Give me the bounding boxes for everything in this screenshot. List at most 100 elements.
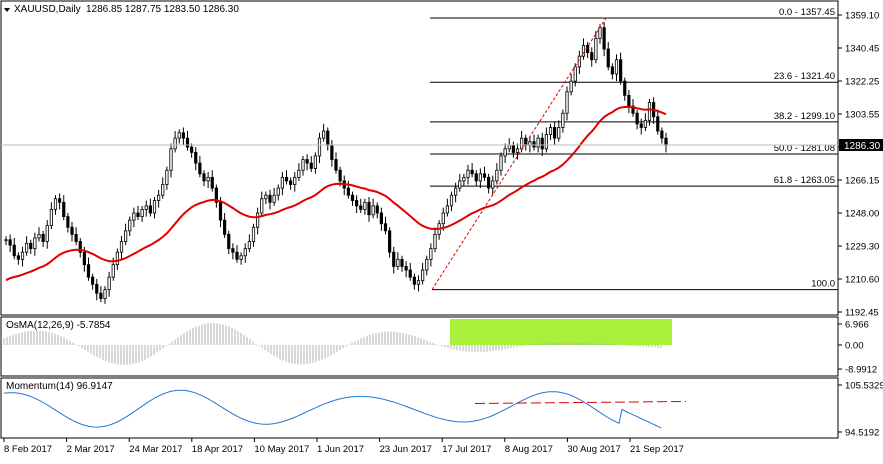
candle-body <box>264 194 268 200</box>
candle-body <box>635 112 639 125</box>
candle-body <box>606 48 610 68</box>
candle-body <box>507 144 511 150</box>
momentum-resistance-line[interactable] <box>474 400 687 404</box>
candle-body <box>78 241 82 253</box>
candle-body <box>619 59 623 82</box>
candle-body <box>136 212 140 217</box>
osma-axis-label: 0.00 <box>845 341 864 352</box>
candle-body <box>565 91 569 114</box>
candle-body <box>276 187 280 196</box>
candle-body <box>540 137 544 150</box>
candle-body <box>297 169 301 178</box>
time-axis-label: 2 Mar 2017 <box>67 444 115 455</box>
candle-body <box>445 205 449 214</box>
candle-body <box>12 244 16 257</box>
candle-body <box>511 144 515 153</box>
candle-body <box>515 148 520 153</box>
candle-body <box>396 258 400 267</box>
price-axis-label: 1303.55 <box>845 110 879 121</box>
candle-body <box>66 216 70 228</box>
candle-body <box>388 230 392 253</box>
fib-level-label: 50.0 - 1281.08 <box>774 143 835 154</box>
candle-body <box>408 269 412 278</box>
candle-body <box>458 180 462 189</box>
candle-body <box>223 219 227 235</box>
time-axis-label: 1 Jun 2017 <box>317 444 364 455</box>
candle-body <box>441 212 445 225</box>
time-axis-label: 8 Aug 2017 <box>505 444 553 455</box>
candle-body <box>301 159 305 171</box>
candle-body <box>569 80 573 93</box>
candle-body <box>586 45 590 54</box>
candle-body <box>74 233 78 242</box>
candle-body <box>70 226 74 235</box>
price-candles <box>4 22 668 304</box>
candle-body <box>128 219 132 232</box>
candle-body <box>400 258 404 267</box>
candle-body <box>590 52 594 61</box>
candle-body <box>33 237 37 250</box>
candle-body <box>367 201 371 216</box>
candle-body <box>548 127 553 135</box>
time-axis-label: 10 May 2017 <box>254 444 309 455</box>
candle-body <box>334 159 338 171</box>
price-axis-label: 1340.45 <box>845 44 879 55</box>
candle-body <box>594 37 598 61</box>
fibonacci-trend-line[interactable] <box>431 17 607 290</box>
candle-body <box>359 205 363 210</box>
candle-body <box>404 266 408 271</box>
candle-body <box>499 155 503 171</box>
candle-body <box>173 137 177 150</box>
candle-body <box>383 223 388 232</box>
time-axis-label: 24 Mar 2017 <box>129 444 182 455</box>
candle-body <box>202 173 206 182</box>
price-axis-label: 1266.15 <box>845 176 879 187</box>
candle-body <box>581 45 586 57</box>
candle-body <box>317 137 322 157</box>
candle-body <box>206 176 210 182</box>
candle-body <box>260 198 264 214</box>
candle-body <box>20 251 25 260</box>
candle-body <box>140 209 144 217</box>
candle-body <box>284 176 289 182</box>
momentum-panel: Momentum(14) 96.9147 <box>0 377 839 439</box>
candle-body <box>227 233 231 250</box>
fib-level-label: 61.8 - 1263.05 <box>774 175 835 186</box>
time-axis-label: 23 Jun 2017 <box>380 444 432 455</box>
candle-body <box>148 205 152 214</box>
candle-body <box>41 233 45 242</box>
fib-level-label: 23.6 - 1321.40 <box>774 71 835 82</box>
candle-body <box>478 173 482 182</box>
candle-body <box>664 137 668 146</box>
candle-body <box>82 251 86 266</box>
candle-body <box>62 201 66 217</box>
candle-body <box>466 169 470 178</box>
candle-body <box>454 187 458 196</box>
candle-body <box>119 241 124 253</box>
candle-body <box>256 212 260 228</box>
candle-body <box>309 162 313 169</box>
candle-body <box>235 251 239 260</box>
candle-body <box>503 148 507 157</box>
candle-body <box>177 132 181 139</box>
candle-body <box>482 173 487 178</box>
candle-body <box>623 80 627 96</box>
candle-body <box>99 292 103 299</box>
candle-body <box>169 148 173 171</box>
candle-body <box>322 130 326 139</box>
candle-body <box>631 105 635 114</box>
candle-body <box>532 141 536 148</box>
chart-ohlc: 1286.85 1287.75 1283.50 1286.30 <box>86 4 239 15</box>
candle-body <box>487 176 491 189</box>
candle-body <box>495 169 499 182</box>
candle-body <box>165 169 169 185</box>
candle-body <box>144 205 148 210</box>
chart-menu-triangle-icon[interactable] <box>4 8 10 12</box>
candle-body <box>462 176 466 182</box>
momentum-title: Momentum(14) 96.9147 <box>6 381 113 392</box>
candle-body <box>58 198 62 203</box>
osma-axis-label: 6.966 <box>845 320 869 331</box>
price-axis-label: 1229.30 <box>845 242 879 253</box>
fibonacci-retracement[interactable]: 0.0 - 1357.45 23.6 - 1321.40 38.2 - 1299.1… <box>430 7 838 291</box>
candle-body <box>152 200 157 214</box>
